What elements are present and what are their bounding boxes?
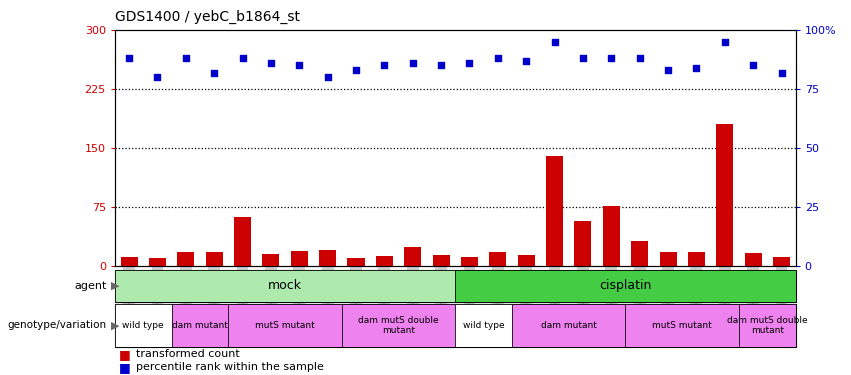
Text: mock: mock — [268, 279, 302, 292]
Bar — [228, 304, 342, 347]
Bar — [206, 252, 223, 266]
Point — [349, 67, 363, 73]
Text: cisplatin: cisplatin — [599, 279, 652, 292]
Point — [519, 58, 533, 64]
Text: dam mutant: dam mutant — [541, 321, 597, 330]
Bar — [455, 270, 796, 302]
Point — [123, 56, 136, 62]
Text: ▶: ▶ — [111, 320, 119, 330]
Text: mutS mutant: mutS mutant — [255, 321, 315, 330]
Point — [406, 60, 420, 66]
Bar — [262, 254, 279, 266]
Text: agent: agent — [74, 281, 106, 291]
Text: GDS1400 / yebC_b1864_st: GDS1400 / yebC_b1864_st — [115, 10, 300, 24]
Bar — [172, 304, 228, 347]
Point — [321, 74, 334, 80]
Text: dam mutant: dam mutant — [172, 321, 228, 330]
Text: percentile rank within the sample: percentile rank within the sample — [136, 363, 324, 372]
Bar — [115, 304, 172, 347]
Point — [434, 62, 448, 68]
Point — [604, 56, 618, 62]
Text: transformed count: transformed count — [136, 350, 240, 359]
Point — [774, 69, 788, 75]
Text: dam mutS double
mutant: dam mutS double mutant — [727, 316, 808, 335]
Point — [718, 39, 732, 45]
Bar — [773, 257, 790, 266]
Text: dam mutS double
mutant: dam mutS double mutant — [358, 316, 439, 335]
Bar — [149, 258, 166, 266]
Bar — [376, 256, 393, 266]
Bar — [319, 250, 336, 266]
Bar — [347, 258, 364, 266]
Bar — [291, 251, 308, 266]
Bar — [177, 252, 194, 266]
Bar — [121, 257, 138, 266]
Point — [661, 67, 675, 73]
Bar — [688, 252, 705, 266]
Text: genotype/variation: genotype/variation — [8, 320, 106, 330]
Point — [746, 62, 760, 68]
Bar — [574, 220, 591, 266]
Point — [264, 60, 277, 66]
Bar — [489, 252, 506, 266]
Point — [208, 69, 221, 75]
Bar — [455, 304, 512, 347]
Point — [236, 56, 249, 62]
Bar — [234, 217, 251, 266]
Point — [378, 62, 391, 68]
Bar — [739, 304, 796, 347]
Bar — [404, 247, 421, 266]
Bar — [517, 255, 534, 266]
Bar — [625, 304, 739, 347]
Text: mutS mutant: mutS mutant — [653, 321, 712, 330]
Point — [548, 39, 562, 45]
Point — [463, 60, 477, 66]
Bar — [115, 270, 455, 302]
Bar — [745, 253, 762, 266]
Text: wild type: wild type — [123, 321, 164, 330]
Bar — [603, 206, 620, 266]
Bar — [717, 124, 734, 266]
Text: ■: ■ — [119, 361, 131, 374]
Point — [179, 56, 192, 62]
Bar — [546, 156, 563, 266]
Point — [689, 65, 703, 71]
Text: ■: ■ — [119, 348, 131, 361]
Bar — [461, 257, 478, 266]
Point — [293, 62, 306, 68]
Bar — [512, 304, 625, 347]
Point — [576, 56, 590, 62]
Bar — [342, 304, 455, 347]
Point — [151, 74, 164, 80]
Point — [491, 56, 505, 62]
Point — [633, 56, 647, 62]
Text: wild type: wild type — [463, 321, 505, 330]
Bar — [631, 241, 648, 266]
Bar — [660, 252, 677, 266]
Text: ▶: ▶ — [111, 281, 119, 291]
Bar — [432, 255, 449, 266]
